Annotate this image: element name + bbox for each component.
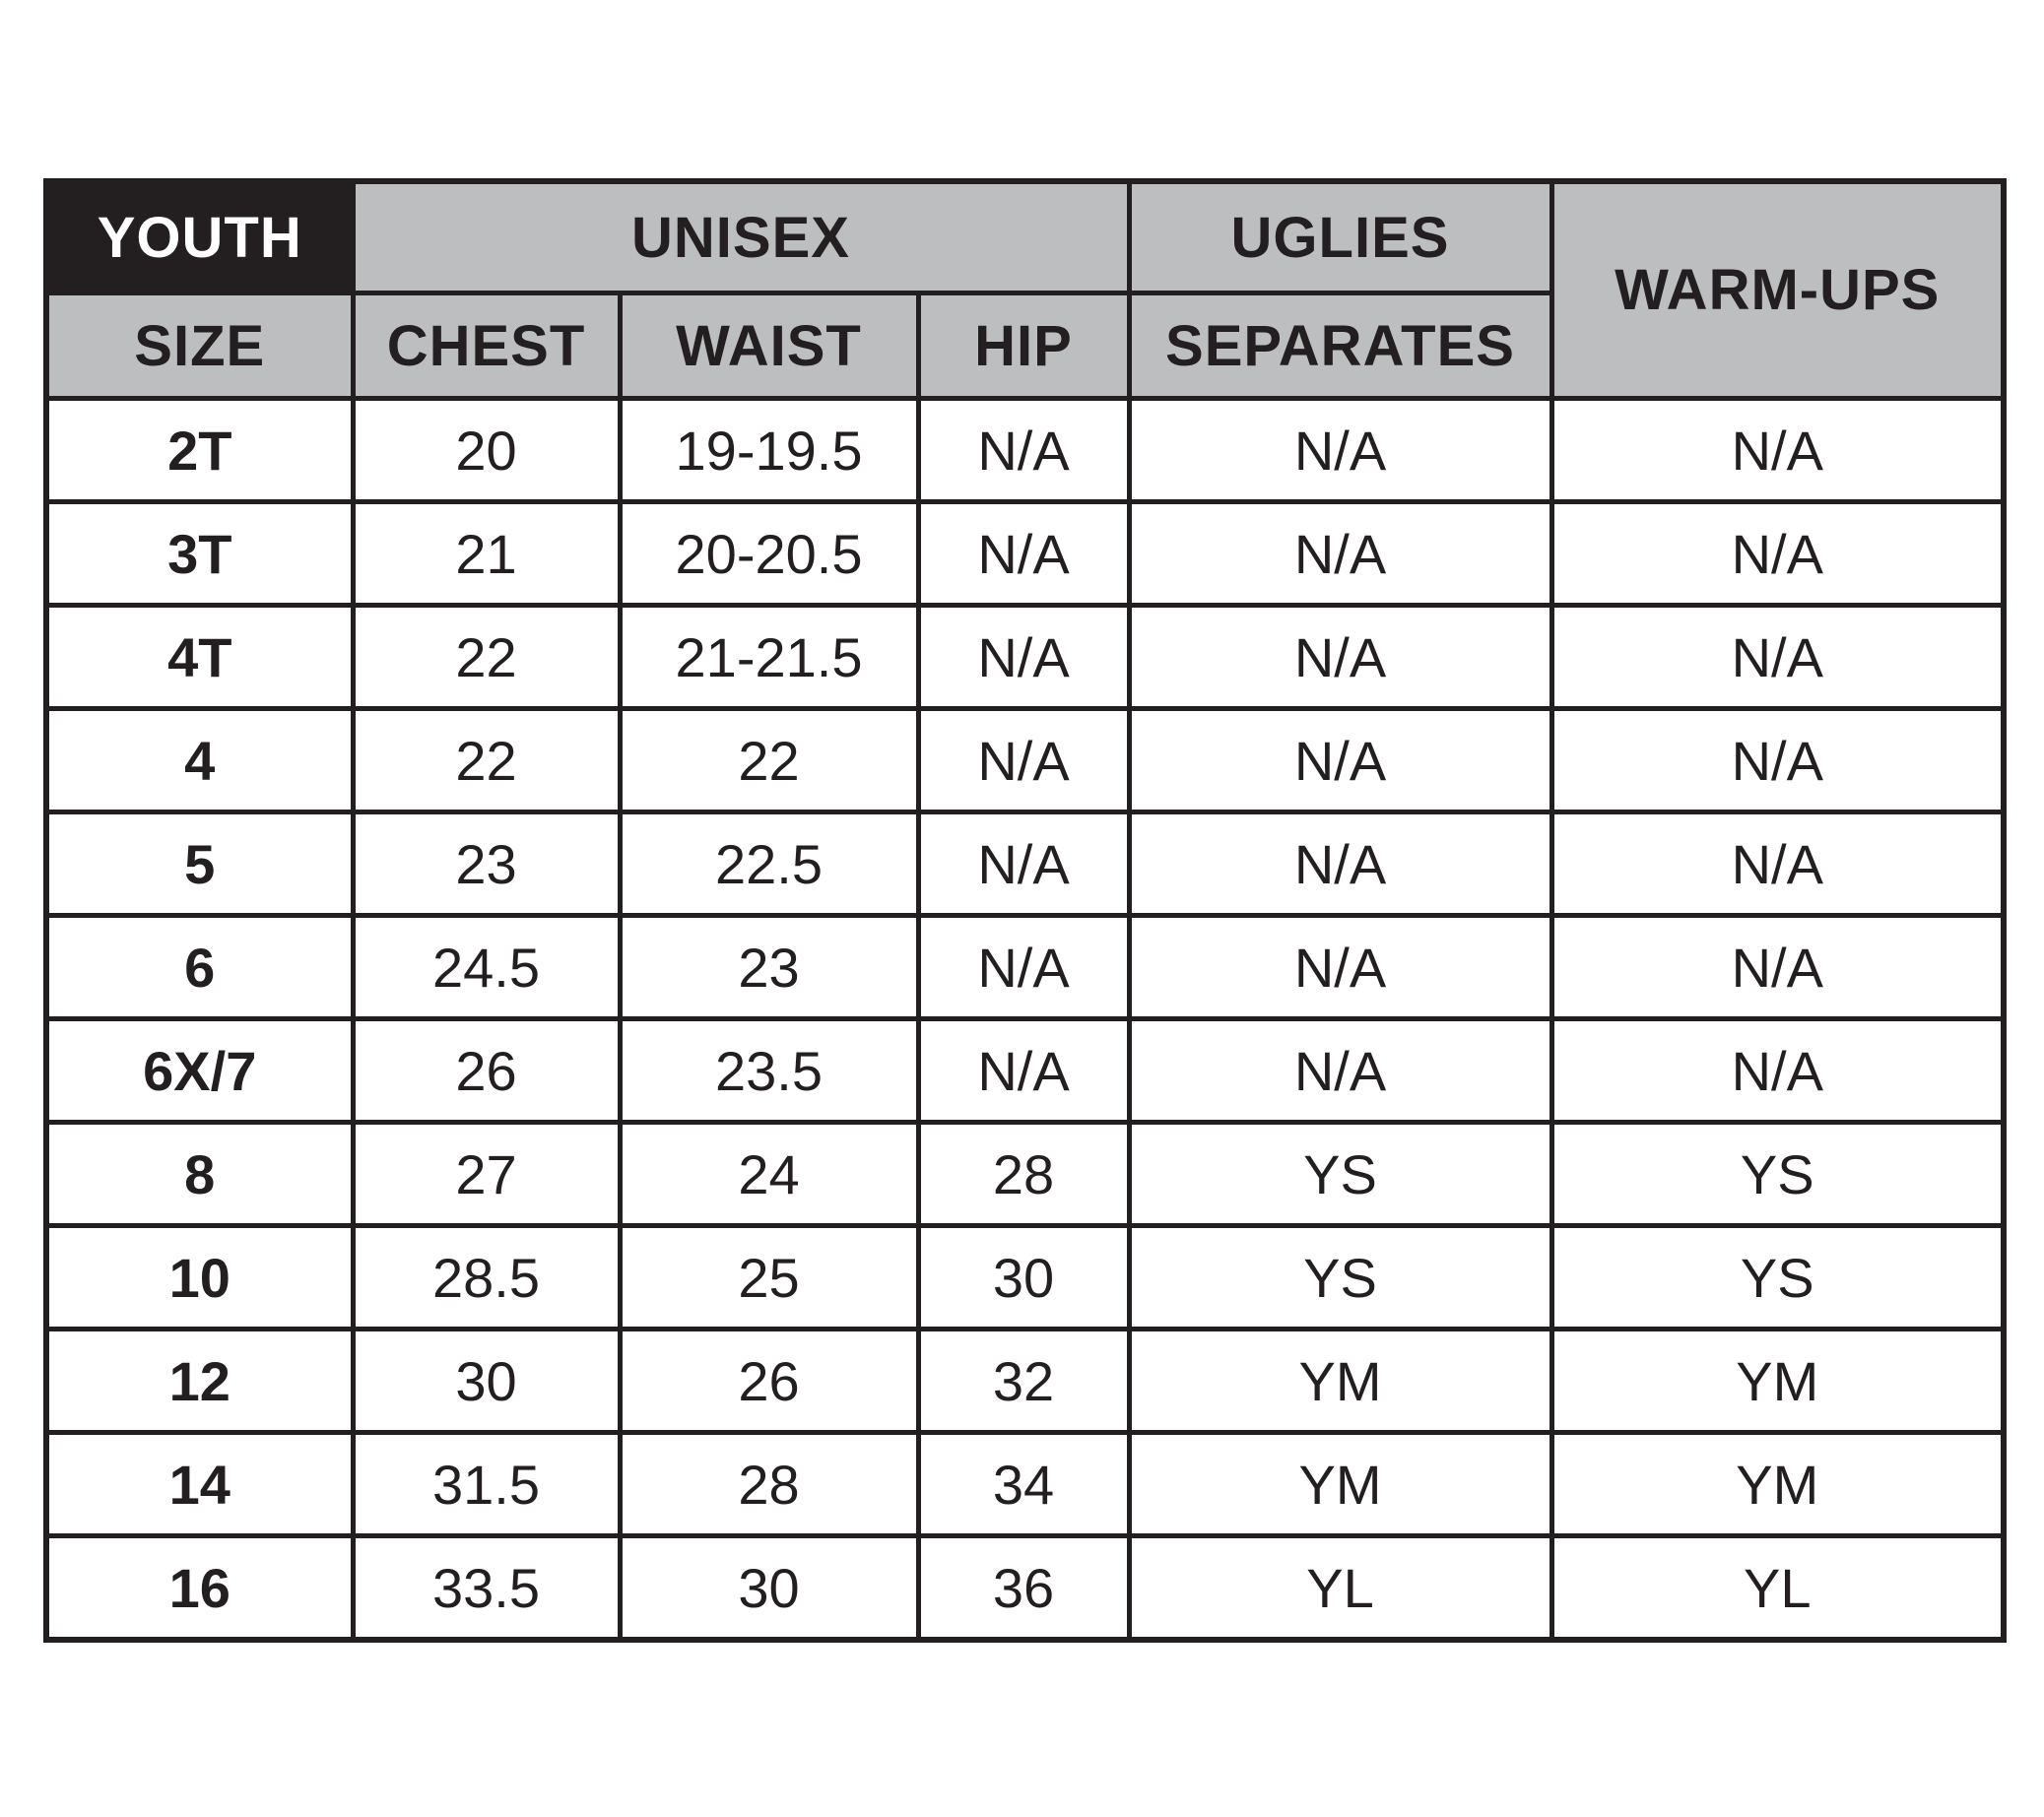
size-cell: 6 xyxy=(43,913,356,1021)
waist-cell: 19-19.5 xyxy=(617,396,921,504)
table-row: 10 28.5 25 30 YS YS xyxy=(43,1223,2007,1331)
size-cell: 16 xyxy=(43,1533,356,1643)
hip-cell: N/A xyxy=(915,499,1132,608)
separates-cell: YM xyxy=(1126,1327,1554,1435)
warmups-cell: YS xyxy=(1549,1223,2007,1331)
waist-cell: 20-20.5 xyxy=(617,499,921,608)
waist-header: WAIST xyxy=(617,291,921,401)
table-row: 6 24.5 23 N/A N/A N/A xyxy=(43,913,2007,1021)
waist-cell: 22.5 xyxy=(617,810,921,918)
warmups-cell: YS xyxy=(1549,1120,2007,1228)
chest-cell: 33.5 xyxy=(350,1533,623,1643)
size-cell: 4T xyxy=(43,603,356,711)
chest-cell: 21 xyxy=(350,499,623,608)
size-cell: 6X/7 xyxy=(43,1016,356,1125)
chest-cell: 24.5 xyxy=(350,913,623,1021)
separates-cell: N/A xyxy=(1126,396,1554,504)
table-row: 16 33.5 30 36 YL YL xyxy=(43,1533,2007,1643)
hip-cell: N/A xyxy=(915,1016,1132,1125)
warmups-cell: YM xyxy=(1549,1327,2007,1435)
separates-cell: YS xyxy=(1126,1223,1554,1331)
separates-cell: YL xyxy=(1126,1533,1554,1643)
warmups-header: WARM-UPS xyxy=(1549,178,2007,401)
size-cell: 5 xyxy=(43,810,356,918)
waist-cell: 22 xyxy=(617,706,921,814)
hip-cell: 32 xyxy=(915,1327,1132,1435)
chest-header: CHEST xyxy=(350,291,623,401)
table-row: 2T 20 19-19.5 N/A N/A N/A xyxy=(43,396,2007,504)
warmups-cell: N/A xyxy=(1549,603,2007,711)
hip-cell: 34 xyxy=(915,1430,1132,1538)
waist-cell: 23 xyxy=(617,913,921,1021)
waist-cell: 25 xyxy=(617,1223,921,1331)
hip-cell: N/A xyxy=(915,810,1132,918)
separates-cell: N/A xyxy=(1126,603,1554,711)
size-cell: 14 xyxy=(43,1430,356,1538)
hip-cell: 30 xyxy=(915,1223,1132,1331)
hip-cell: 28 xyxy=(915,1120,1132,1228)
waist-cell: 21-21.5 xyxy=(617,603,921,711)
table-row: 12 30 26 32 YM YM xyxy=(43,1327,2007,1435)
size-cell: 10 xyxy=(43,1223,356,1331)
separates-cell: N/A xyxy=(1126,1016,1554,1125)
table-row: 4 22 22 N/A N/A N/A xyxy=(43,706,2007,814)
table-row: 6X/7 26 23.5 N/A N/A N/A xyxy=(43,1016,2007,1125)
separates-cell: N/A xyxy=(1126,913,1554,1021)
waist-cell: 26 xyxy=(617,1327,921,1435)
separates-header: SEPARATES xyxy=(1126,291,1554,401)
separates-cell: YM xyxy=(1126,1430,1554,1538)
youth-size-chart: YOUTH UNISEX UGLIES WARM-UPS SIZE CHEST … xyxy=(43,178,2007,1643)
table-row: 5 23 22.5 N/A N/A N/A xyxy=(43,810,2007,918)
waist-cell: 30 xyxy=(617,1533,921,1643)
hip-cell: 36 xyxy=(915,1533,1132,1643)
uglies-header: UGLIES xyxy=(1126,178,1554,295)
size-header: SIZE xyxy=(43,291,356,401)
chest-cell: 26 xyxy=(350,1016,623,1125)
hip-cell: N/A xyxy=(915,913,1132,1021)
waist-cell: 24 xyxy=(617,1120,921,1228)
warmups-cell: N/A xyxy=(1549,810,2007,918)
table-row: 4T 22 21-21.5 N/A N/A N/A xyxy=(43,603,2007,711)
chest-cell: 30 xyxy=(350,1327,623,1435)
separates-cell: N/A xyxy=(1126,499,1554,608)
size-cell: 2T xyxy=(43,396,356,504)
size-cell: 12 xyxy=(43,1327,356,1435)
separates-cell: N/A xyxy=(1126,810,1554,918)
warmups-cell: YM xyxy=(1549,1430,2007,1538)
chest-cell: 28.5 xyxy=(350,1223,623,1331)
hip-cell: N/A xyxy=(915,396,1132,504)
warmups-cell: N/A xyxy=(1549,913,2007,1021)
chest-cell: 23 xyxy=(350,810,623,918)
warmups-cell: N/A xyxy=(1549,1016,2007,1125)
warmups-cell: N/A xyxy=(1549,396,2007,504)
table-row: 8 27 24 28 YS YS xyxy=(43,1120,2007,1228)
table-row: 3T 21 20-20.5 N/A N/A N/A xyxy=(43,499,2007,608)
hip-header: HIP xyxy=(915,291,1132,401)
separates-cell: YS xyxy=(1126,1120,1554,1228)
chest-cell: 31.5 xyxy=(350,1430,623,1538)
size-cell: 8 xyxy=(43,1120,356,1228)
chest-cell: 22 xyxy=(350,603,623,711)
table-row: 14 31.5 28 34 YM YM xyxy=(43,1430,2007,1538)
hip-cell: N/A xyxy=(915,706,1132,814)
chest-cell: 27 xyxy=(350,1120,623,1228)
waist-cell: 23.5 xyxy=(617,1016,921,1125)
warmups-cell: N/A xyxy=(1549,706,2007,814)
size-cell: 3T xyxy=(43,499,356,608)
hip-cell: N/A xyxy=(915,603,1132,711)
separates-cell: N/A xyxy=(1126,706,1554,814)
waist-cell: 28 xyxy=(617,1430,921,1538)
unisex-header: UNISEX xyxy=(350,178,1132,295)
youth-header: YOUTH xyxy=(43,178,356,295)
warmups-cell: N/A xyxy=(1549,499,2007,608)
warmups-cell: YL xyxy=(1549,1533,2007,1643)
chest-cell: 22 xyxy=(350,706,623,814)
chest-cell: 20 xyxy=(350,396,623,504)
size-cell: 4 xyxy=(43,706,356,814)
